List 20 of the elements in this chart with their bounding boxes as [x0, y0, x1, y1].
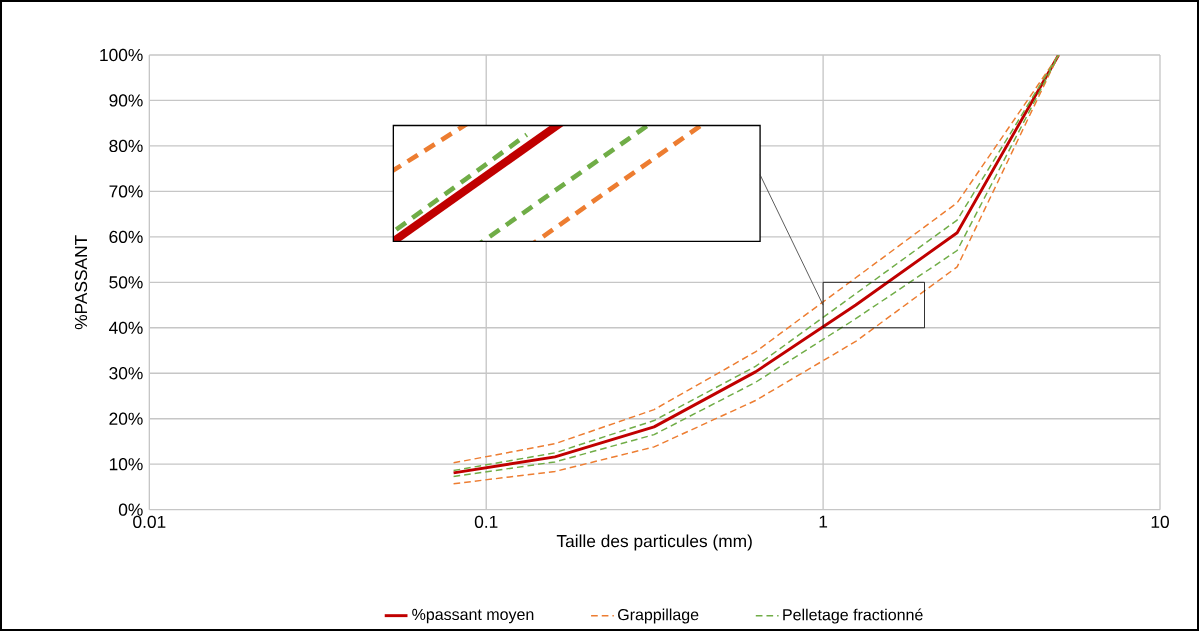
y-axis-title: %PASSANT — [74, 235, 88, 330]
y-tick-label: 80% — [109, 139, 143, 153]
x-tick-label: 0.01 — [133, 515, 166, 528]
x-tick-label: 1 — [819, 515, 828, 528]
y-tick-label: 40% — [109, 321, 143, 334]
y-tick-label: 0% — [118, 503, 143, 516]
x-axis-title: Taille des particules (mm) — [556, 534, 752, 551]
y-tick-label: 90% — [109, 94, 143, 107]
y-tick-label: 20% — [109, 412, 143, 425]
x-tick-label: 0.1 — [474, 515, 498, 528]
x-tick-label: 10 — [1151, 515, 1169, 528]
y-tick-label: 60% — [109, 230, 143, 243]
y-tick-label: 100% — [100, 48, 143, 62]
legend-label: Pelletage fractionné — [783, 608, 923, 624]
y-tick-label: 10% — [109, 458, 143, 471]
y-tick-label: 30% — [109, 367, 143, 380]
y-tick-label: 50% — [109, 276, 143, 289]
y-tick-label: 70% — [109, 185, 143, 198]
legend-label: %passant moyen — [412, 608, 534, 624]
legend-label: Grappillage — [618, 608, 699, 624]
